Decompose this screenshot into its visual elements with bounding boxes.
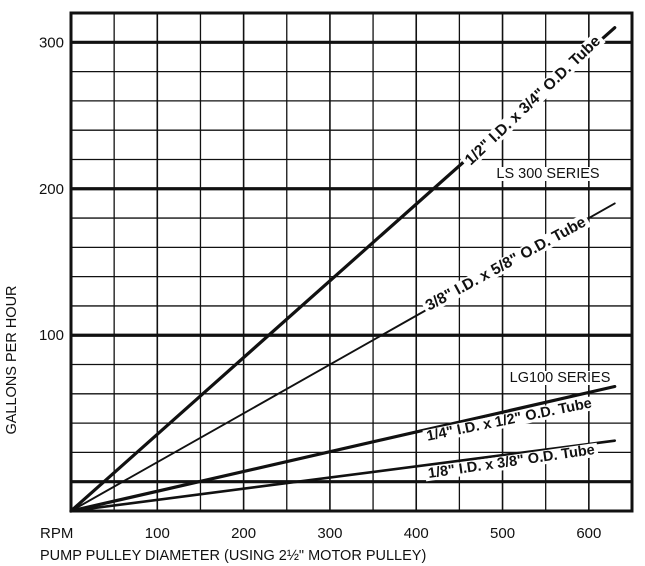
tick-labels: 100 200 300 400 500 600 100 200 300 xyxy=(39,34,601,542)
series-label: 1/4" I.D. x 1/2" O.D. Tube xyxy=(425,395,593,444)
series-label-background xyxy=(420,212,592,315)
x-tick-label: 200 xyxy=(231,525,256,542)
bands: LS 300 SERIES LG100 SERIES xyxy=(491,166,616,386)
series-label: 1/8" I.D. x 3/8" O.D. Tube xyxy=(427,442,596,482)
x-tick-label: 400 xyxy=(404,525,429,542)
series-line xyxy=(69,384,617,513)
band-label-background xyxy=(491,167,605,181)
series-label-background xyxy=(460,31,606,171)
x-tick-label: 500 xyxy=(490,525,515,542)
series-label-background xyxy=(424,442,599,482)
x-tick-label: 300 xyxy=(317,525,342,542)
series-line xyxy=(69,439,617,513)
y-tick-label: 200 xyxy=(39,181,64,198)
y-tick-label: 100 xyxy=(39,327,64,344)
plot-frame xyxy=(69,11,634,513)
band-label: LS 300 SERIES xyxy=(496,166,599,182)
x-axis-title: PUMP PULLEY DIAMETER (USING 2½" MOTOR PU… xyxy=(40,548,426,564)
y-tick-label: 300 xyxy=(39,34,64,51)
x-axis-left-label: RPM xyxy=(40,525,73,542)
band-label-background xyxy=(504,371,616,385)
series-label-background xyxy=(422,395,596,445)
band-label: LG100 SERIES xyxy=(510,370,611,386)
x-tick-label: 100 xyxy=(145,525,170,542)
y-axis-title: GALLONS PER HOUR xyxy=(4,285,20,434)
x-tick-label: 600 xyxy=(576,525,601,542)
series-label: 3/8" I.D. x 5/8" O.D. Tube xyxy=(423,213,589,314)
